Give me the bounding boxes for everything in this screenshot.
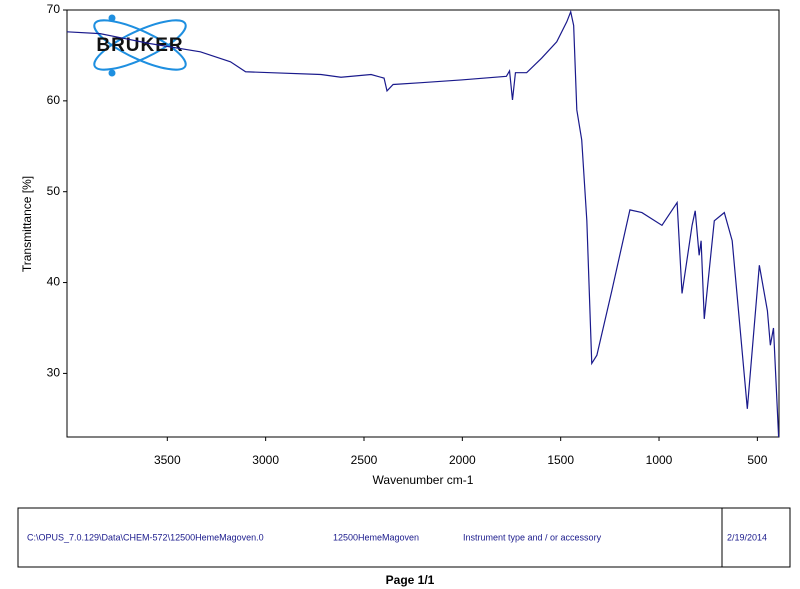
x-tick-label: 500 (747, 453, 767, 467)
x-tick-label: 2000 (449, 453, 476, 467)
spectrum-line (66, 9, 780, 438)
y-tick-label: 50 (47, 184, 61, 198)
page-number: Page 1/1 (386, 573, 435, 587)
footer-sample: 12500HemeMagoven (333, 532, 419, 542)
footer-instrument: Instrument type and / or accessory (463, 532, 602, 542)
x-tick-label: 1000 (646, 453, 673, 467)
y-tick-label: 70 (47, 2, 61, 16)
footer-box (17, 507, 791, 568)
x-tick-label: 3500 (154, 453, 181, 467)
y-tick-label: 30 (47, 366, 61, 380)
footer-file: C:\OPUS_7.0.129\Data\CHEM-572\12500HemeM… (27, 532, 264, 542)
y-tick-label: 40 (47, 275, 61, 289)
x-axis-label: Wavenumber cm-1 (373, 473, 474, 487)
y-axis-label: Transmittance [%] (20, 176, 34, 272)
logo: BRUKER (93, 14, 187, 77)
logo-text: BRUKER (96, 35, 183, 56)
x-tick-label: 3000 (252, 453, 279, 467)
footer-date: 2/19/2014 (727, 532, 767, 542)
x-tick-label: 2500 (351, 453, 378, 467)
plot-frame (66, 9, 780, 438)
y-tick-label: 60 (47, 93, 61, 107)
x-tick-label: 1500 (547, 453, 574, 467)
